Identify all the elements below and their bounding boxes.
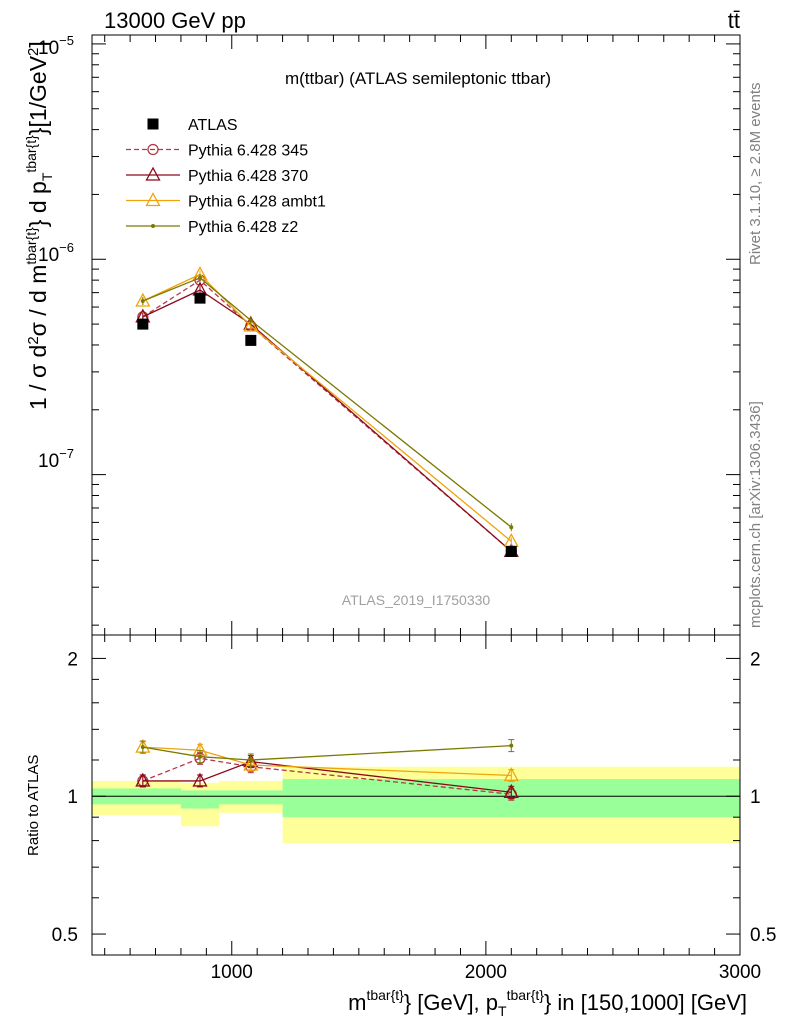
ratio-band-stat	[180, 790, 220, 809]
legend-marker-pythia-6-428-345	[147, 143, 159, 156]
ratio-point-pythia-6-428-z2-0	[140, 745, 145, 750]
ratio-y-axis-label: Ratio to ATLAS	[25, 755, 42, 856]
ratio-y-tick-label-left-0.5: 0.5	[52, 925, 78, 946]
x-tick-label-1000: 1000	[211, 962, 253, 983]
main-line-pythia-6-428-ambt1	[142, 273, 512, 542]
y-tick-label-1e-6: 10−6	[38, 240, 74, 266]
ratio-point-pythia-6-428-ambt1-2	[243, 756, 259, 771]
ratio-point-pythia-6-428-370-3	[503, 783, 519, 798]
main-point-atlas-2	[245, 334, 257, 346]
y-tick-label-1e-7: 10−7	[38, 446, 74, 472]
legend-label-pythia-6-428-ambt1: Pythia 6.428 ambt1	[188, 194, 326, 211]
x-tick-labels: 1000 2000 3000	[211, 962, 762, 983]
legend-marker-atlas	[147, 118, 159, 130]
mcplots-source-label: mcplots.cern.ch [arXiv:1306.3436]	[747, 401, 764, 628]
analysis-watermark: ATLAS_2019_I1750330	[342, 592, 491, 608]
main-point-pythia-6-428-z2-2	[248, 318, 253, 323]
ratio-y-tick-label-right-0.5: 0.5	[750, 925, 776, 946]
ratio-x-ticks	[104, 635, 741, 955]
ratio-line-pythia-6-428-370	[142, 760, 512, 793]
legend-label-pythia-6-428-z2: Pythia 6.428 z2	[188, 219, 298, 236]
main-point-pythia-6-428-z2-0	[140, 299, 145, 304]
ratio-y-tick-label-left-1: 1	[67, 787, 78, 808]
header-process-label: tt̄	[728, 8, 740, 33]
main-point-atlas-3	[505, 545, 517, 557]
ratio-y-tick-label-right-1: 1	[750, 787, 761, 808]
ratio-y-tick-label-right-2: 2	[750, 649, 761, 670]
main-panel: 10−7 10−6 10−5 1 / σ d2σ / d mtbar{t}} d…	[23, 33, 741, 636]
main-line-pythia-6-428-345	[142, 279, 512, 552]
main-point-pythia-6-428-z2-1	[198, 275, 202, 280]
main-point-pythia-6-428-ambt1-2	[243, 317, 259, 332]
main-y-axis-label: 1 / σ d2σ / d mtbar{t}} d pTtbar{t}}[1/G…	[23, 41, 55, 410]
x-tick-label-2000: 2000	[465, 962, 507, 983]
x-tick-label-3000: 3000	[719, 962, 761, 983]
ratio-point-pythia-6-428-370-0	[135, 772, 151, 787]
ratio-point-pythia-6-428-z2-1	[198, 754, 202, 759]
ratio-point-pythia-6-428-370-1	[192, 772, 208, 787]
legend-label-atlas: ATLAS	[188, 117, 238, 134]
main-point-pythia-6-428-z2-3	[509, 525, 514, 530]
legend-marker-pythia-6-428-ambt1	[145, 192, 161, 207]
ratio-panel-frame	[91, 634, 741, 956]
main-point-atlas-0	[137, 318, 149, 330]
main-series-group	[135, 266, 519, 558]
legend-marker-pythia-6-428-370	[145, 166, 161, 181]
header-energy-label: 13000 GeV pp	[104, 8, 246, 33]
legend-label-pythia-6-428-370: Pythia 6.428 370	[188, 168, 308, 185]
main-y-ticks	[92, 43, 740, 626]
ratio-y-ticks	[92, 657, 740, 935]
ratio-y-tick-label-left-2: 2	[67, 649, 78, 670]
ratio-point-pythia-6-428-z2-2	[248, 757, 253, 762]
legend-marker-pythia-6-428-z2	[151, 224, 155, 228]
main-line-pythia-6-428-370	[142, 289, 512, 552]
ratio-panel: 1000 2000 3000 0.5 0.5 1 1 2 2 Ratio to ATLAS m…	[25, 634, 777, 1019]
ratio-band-stat	[219, 790, 283, 805]
ratio-line-pythia-6-428-345	[142, 757, 512, 795]
rivet-version-label: Rivet 3.1.10, ≥ 2.8M events	[747, 83, 764, 266]
main-line-pythia-6-428-z2	[142, 277, 512, 528]
main-point-atlas-1	[194, 292, 206, 304]
legend: ATLAS Pythia 6.428 345 Pythia 6.428 370 Pyt…	[126, 117, 326, 236]
ratio-point-pythia-6-428-z2-3	[509, 743, 514, 748]
x-axis-label: mtbar{t}} [GeV], pTtbar{t}} in [150,1000…	[348, 987, 747, 1019]
legend-label-pythia-6-428-345: Pythia 6.428 345	[188, 143, 308, 160]
ratio-uncertainty-bands	[92, 766, 740, 844]
ratio-series-group	[135, 738, 519, 801]
ratio-point-pythia-6-428-ambt1-3	[503, 767, 519, 782]
ratio-line-pythia-6-428-ambt1	[142, 746, 512, 777]
chart-title: m(ttbar) (ATLAS semileptonic ttbar)	[285, 69, 551, 88]
ratio-y-tick-labels: 0.5 0.5 1 1 2 2	[52, 649, 777, 946]
ratio-line-pythia-6-428-z2	[142, 744, 512, 761]
main-x-ticks	[104, 35, 741, 635]
